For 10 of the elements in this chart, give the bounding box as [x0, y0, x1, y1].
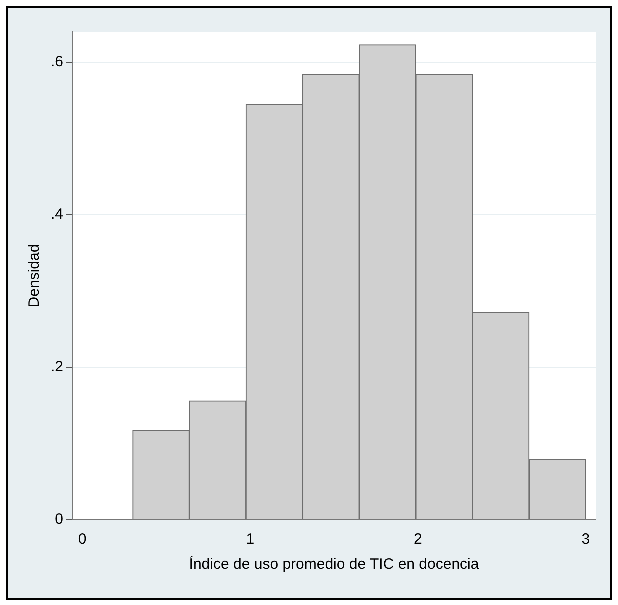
x-tick-label: 1	[246, 531, 255, 548]
x-tick-label: 0	[78, 531, 87, 548]
y-tick-label: .6	[50, 54, 64, 71]
x-tick-label: 2	[414, 531, 422, 548]
y-tick-label: 0	[55, 511, 64, 528]
y-tick-label: .4	[50, 206, 64, 224]
y-tick-label: .2	[50, 358, 64, 376]
x-tick-label: 3	[582, 531, 590, 548]
y-axis-title: Densidad	[26, 244, 44, 308]
x-axis-title: Índice de uso promedio de TIC en docencia	[189, 555, 480, 574]
